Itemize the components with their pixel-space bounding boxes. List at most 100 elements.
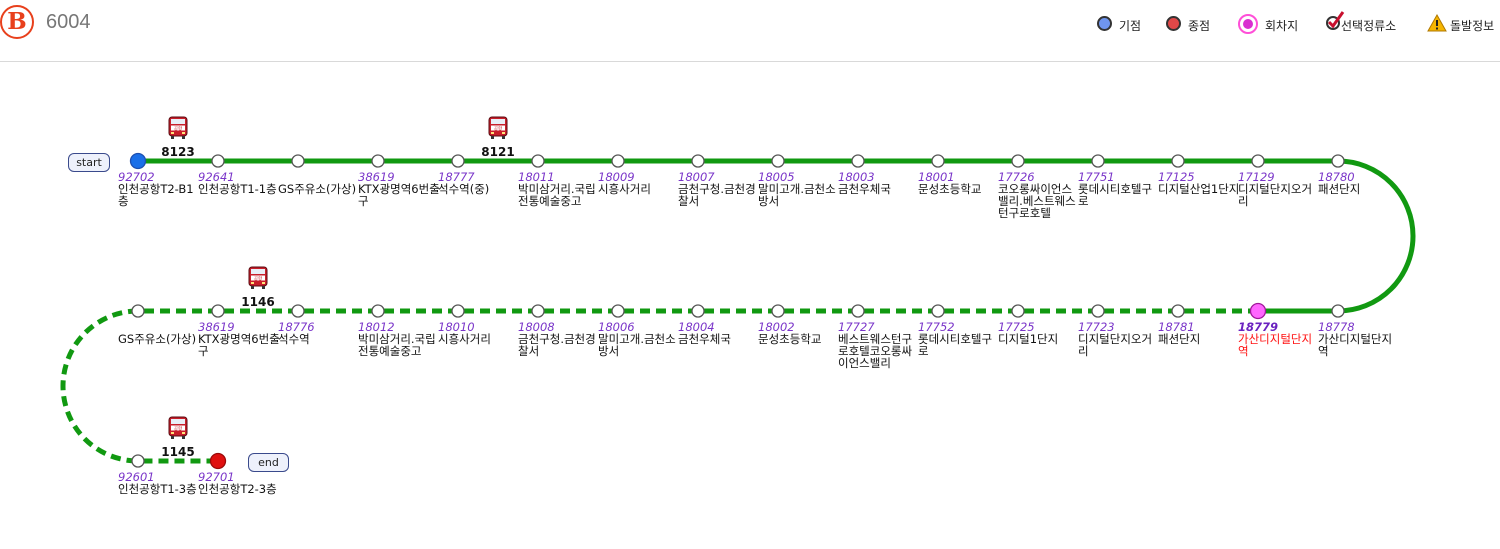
- bus-logo-icon: B: [0, 5, 34, 39]
- stop-label[interactable]: 18009 시흥사거리: [598, 171, 680, 195]
- stop-dot[interactable]: [611, 304, 625, 318]
- bus-marker[interactable]: 공항 1146: [228, 266, 288, 309]
- stop-label[interactable]: 17727 베스트웨스턴구로호텔코오롱싸이언스밸리: [838, 321, 920, 369]
- bus-icon: 공항: [248, 266, 268, 289]
- stop-label[interactable]: 92702 인천공항T2-B1층: [118, 171, 200, 207]
- route-line-solid: [138, 158, 1416, 314]
- stop-label[interactable]: 92641 인천공항T1-1층: [198, 171, 280, 195]
- stop-id: 18007: [678, 170, 715, 184]
- stop-dot[interactable]: [931, 304, 945, 318]
- stop-name: 석수역: [278, 332, 310, 346]
- stop-dot[interactable]: [771, 154, 785, 168]
- stop-label[interactable]: 92701 인천공항T2-3층: [198, 471, 280, 495]
- stop-label[interactable]: 18011 박미삼거리.국립전통예술중고: [518, 171, 600, 207]
- stop-name: 디지털단지오거리: [1078, 332, 1153, 358]
- stop-label[interactable]: 18007 금천구청.금천경찰서: [678, 171, 760, 207]
- bus-icon: 공항: [168, 116, 188, 139]
- stop-label[interactable]: 17752 롯데시티호텔구로: [918, 321, 1000, 357]
- stop-dot[interactable]: [531, 304, 545, 318]
- stop-label[interactable]: 18778 가산디지털단지역: [1318, 321, 1400, 357]
- stop-label[interactable]: 18006 말미고개.금천소방서: [598, 321, 680, 357]
- bus-marker[interactable]: 공항 8123: [148, 116, 208, 159]
- stop-dot[interactable]: [131, 454, 145, 468]
- stop-name: 인천공항T1-3층: [118, 482, 197, 496]
- bus-icon: 공항: [488, 116, 508, 139]
- end-stop-dot[interactable]: [209, 452, 227, 470]
- stop-label[interactable]: 18781 패션단지: [1158, 321, 1240, 345]
- stop-label[interactable]: 17751 롯데시티호텔구로: [1078, 171, 1160, 207]
- stop-dot[interactable]: [611, 154, 625, 168]
- stop-label[interactable]: GS주유소(가상): [118, 321, 200, 345]
- stop-id: 92641: [198, 170, 235, 184]
- stop-name: KTX광명역6번출구: [358, 182, 440, 208]
- stop-dot[interactable]: [211, 154, 225, 168]
- stop-label[interactable]: 18005 말미고개.금천소방서: [758, 171, 840, 207]
- stop-dot[interactable]: [371, 304, 385, 318]
- stop-label[interactable]: 38619 KTX광명역6번출구: [198, 321, 280, 357]
- stop-dot[interactable]: [931, 154, 945, 168]
- bus-marker[interactable]: 공항 8121: [468, 116, 528, 159]
- stop-label[interactable]: 18004 금천우체국: [678, 321, 760, 345]
- stop-dot[interactable]: [1011, 154, 1025, 168]
- stop-label[interactable]: 17129 디지털단지오거리: [1238, 171, 1320, 207]
- stop-dot[interactable]: [371, 154, 385, 168]
- turnaround-stop-dot[interactable]: [1249, 302, 1267, 320]
- stop-label[interactable]: 17726 코오롱싸이언스밸리.베스트웨스턴구로호텔: [998, 171, 1080, 219]
- stop-id: 18779: [1238, 320, 1279, 334]
- stop-name: 디지털단지오거리: [1238, 182, 1313, 208]
- stop-label[interactable]: 18001 문성초등학교: [918, 171, 1000, 195]
- stop-dot[interactable]: [1171, 304, 1185, 318]
- stop-label[interactable]: GS주유소(가상): [278, 171, 360, 195]
- bus-badge: 공항: [174, 425, 182, 432]
- stop-dot[interactable]: [291, 304, 305, 318]
- stop-id: 18001: [918, 170, 955, 184]
- stop-label[interactable]: 17125 디지털산업1단지: [1158, 171, 1240, 195]
- stop-id: 18780: [1318, 170, 1355, 184]
- stop-label[interactable]: 18008 금천구청.금천경찰서: [518, 321, 600, 357]
- stop-label[interactable]: 18012 박미삼거리.국립전통예술중고: [358, 321, 440, 357]
- stop-label[interactable]: 18779 가산디지털단지역: [1238, 321, 1320, 357]
- stop-dot[interactable]: [1331, 304, 1345, 318]
- stop-dot[interactable]: [131, 304, 145, 318]
- stop-dot[interactable]: [1091, 304, 1105, 318]
- stop-dot[interactable]: [1331, 154, 1345, 168]
- stop-dot[interactable]: [1251, 154, 1265, 168]
- stop-name: GS주유소(가상): [118, 332, 197, 346]
- stop-dot[interactable]: [1091, 154, 1105, 168]
- stop-label[interactable]: 18776 석수역: [278, 321, 360, 345]
- stop-label[interactable]: 18003 금천우체국: [838, 171, 920, 195]
- stop-label[interactable]: 18777 석수역(중): [438, 171, 520, 195]
- stop-id: 18005: [758, 170, 795, 184]
- bus-marker[interactable]: 공항 1145: [148, 416, 208, 459]
- check-icon: [1326, 11, 1345, 30]
- stop-dot[interactable]: [291, 154, 305, 168]
- legend-incident-label: 돌발정보: [1450, 19, 1495, 33]
- stop-dot[interactable]: [851, 154, 865, 168]
- stop-name: KTX광명역6번출구: [198, 332, 280, 358]
- stop-dot[interactable]: [531, 154, 545, 168]
- stop-id: 17726: [998, 170, 1035, 184]
- stop-dot[interactable]: [1171, 154, 1185, 168]
- stop-dot[interactable]: [451, 154, 465, 168]
- stop-id: 17723: [1078, 320, 1115, 334]
- stop-label[interactable]: 18780 패션단지: [1318, 171, 1400, 195]
- stop-dot[interactable]: [1011, 304, 1025, 318]
- stop-name: 금천구청.금천경찰서: [678, 182, 756, 208]
- stop-dot[interactable]: [211, 304, 225, 318]
- stop-dot[interactable]: [691, 154, 705, 168]
- stop-dot[interactable]: [691, 304, 705, 318]
- stop-dot[interactable]: [451, 304, 465, 318]
- stop-label[interactable]: 18010 시흥사거리: [438, 321, 520, 345]
- stop-dot[interactable]: [851, 304, 865, 318]
- stop-name: 인천공항T1-1층: [198, 182, 277, 196]
- stop-id: 17751: [1078, 170, 1115, 184]
- start-stop-dot[interactable]: [129, 152, 147, 170]
- stop-dot[interactable]: [771, 304, 785, 318]
- stop-label[interactable]: 17723 디지털단지오거리: [1078, 321, 1160, 357]
- stop-name: 문성초등학교: [918, 182, 982, 196]
- stop-label[interactable]: 18002 문성초등학교: [758, 321, 840, 345]
- stop-label[interactable]: 17725 디지털1단지: [998, 321, 1080, 345]
- stop-label[interactable]: 92601 인천공항T1-3층: [118, 471, 200, 495]
- stop-label[interactable]: 38619 KTX광명역6번출구: [358, 171, 440, 207]
- stop-id: 92702: [118, 170, 155, 184]
